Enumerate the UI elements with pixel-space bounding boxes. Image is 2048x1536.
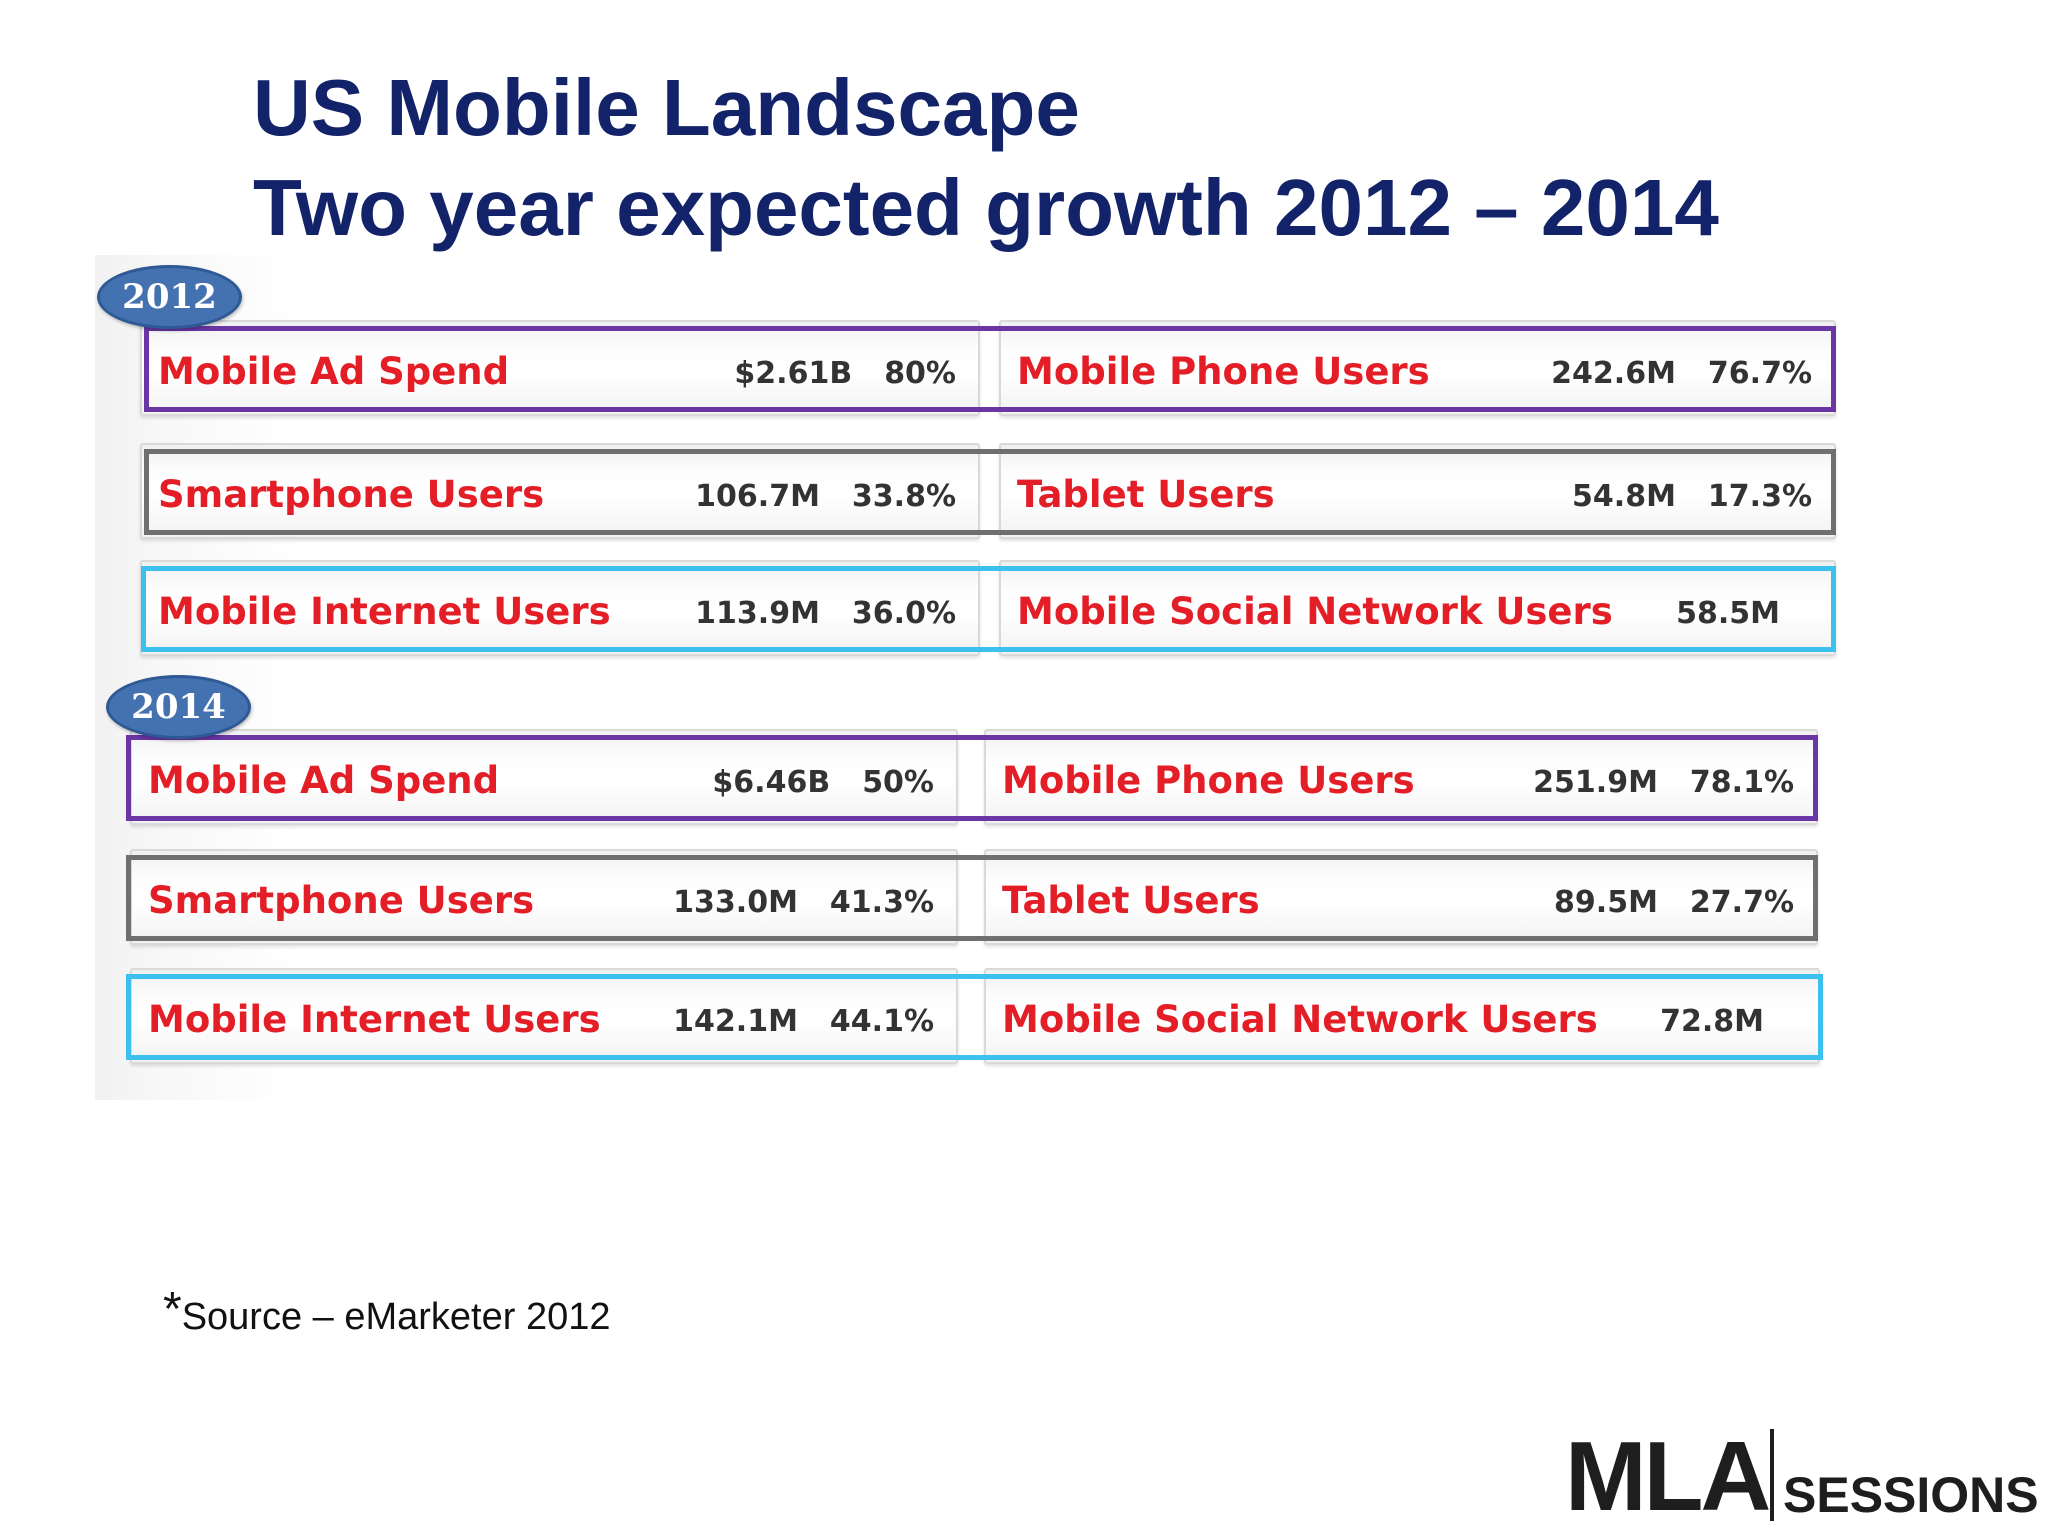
stat-label: Mobile Phone Users (1002, 759, 1415, 802)
stat-cell-smartphone-users-2014: Smartphone Users 133.0M 41.3% (130, 849, 958, 945)
stat-cell-mobile-social-network-users-2012: Mobile Social Network Users 58.5M (999, 560, 1836, 656)
stat-label: Smartphone Users (148, 879, 535, 922)
stat-percent: 76.7% (1707, 356, 1812, 391)
stat-cell-tablet-users-2012: Tablet Users 54.8M 17.3% (999, 443, 1836, 539)
stat-value: 133.0M (673, 885, 798, 920)
stat-label: Tablet Users (1017, 473, 1275, 516)
stat-label: Mobile Ad Spend (148, 759, 500, 802)
stat-cell-mobile-internet-users-2012: Mobile Internet Users 113.9M 36.0% (140, 560, 980, 656)
stat-value: 72.8M (1660, 1004, 1764, 1039)
year-badge-2014: 2014 (106, 675, 251, 739)
slide-title-line-2: Two year expected growth 2012 – 2014 (253, 163, 1719, 252)
stat-percent: 44.1% (829, 1004, 934, 1039)
stat-percent: 78.1% (1689, 765, 1794, 800)
stat-label: Mobile Social Network Users (1002, 998, 1598, 1041)
stat-percent: 17.3% (1707, 479, 1812, 514)
stat-value: $2.61B (734, 356, 853, 391)
source-asterisk: * (163, 1283, 182, 1336)
stat-value: 58.5M (1676, 596, 1780, 631)
stat-value: 251.9M (1533, 765, 1658, 800)
stat-cell-mobile-phone-users-2012: Mobile Phone Users 242.6M 76.7% (999, 320, 1836, 416)
source-text: Source – eMarketer 2012 (181, 1296, 611, 1338)
mla-sessions-logo: MLA SESSIONS (1565, 1425, 2048, 1525)
stat-label: Smartphone Users (158, 473, 545, 516)
stat-value: 106.7M (695, 479, 820, 514)
logo-sessions-text: SESSIONS (1783, 1467, 2039, 1523)
stat-value: 89.5M (1554, 885, 1658, 920)
stat-percent: 80% (884, 356, 956, 391)
stat-value: 242.6M (1551, 356, 1676, 391)
slide-title-line-1: US Mobile Landscape (253, 63, 1080, 152)
stat-cell-tablet-users-2014: Tablet Users 89.5M 27.7% (984, 849, 1818, 945)
stat-percent: 36.0% (851, 596, 956, 631)
stat-row-internet-social-2014: Mobile Internet Users 142.1M 44.1% Mobile… (126, 968, 1823, 1064)
stat-percent: 33.8% (851, 479, 956, 514)
stat-row-smartphone-tablet-2012: Smartphone Users 106.7M 33.8% Tablet User… (140, 443, 1836, 539)
stat-cell-mobile-ad-spend-2012: Mobile Ad Spend $2.61B 80% (140, 320, 980, 416)
stat-label: Tablet Users (1002, 879, 1260, 922)
stat-value: 142.1M (673, 1004, 798, 1039)
stat-cell-mobile-social-network-users-2014: Mobile Social Network Users 72.8M (984, 968, 1820, 1064)
stat-label: Mobile Ad Spend (158, 350, 510, 393)
stat-label: Mobile Internet Users (158, 590, 611, 633)
stat-percent: 41.3% (829, 885, 934, 920)
stat-percent: 27.7% (1689, 885, 1794, 920)
logo-divider (1770, 1429, 1774, 1521)
stat-value: $6.46B (712, 765, 831, 800)
stat-cell-smartphone-users-2012: Smartphone Users 106.7M 33.8% (140, 443, 980, 539)
stat-cell-mobile-phone-users-2014: Mobile Phone Users 251.9M 78.1% (984, 729, 1818, 825)
year-badge-2012: 2012 (97, 265, 242, 329)
source-note: *Source – eMarketer 2012 (163, 1282, 611, 1339)
stat-row-ad-spend-phone-users-2014: Mobile Ad Spend $6.46B 50% Mobile Phone U… (126, 729, 1818, 825)
logo-mla-text: MLA (1565, 1421, 1771, 1531)
slide-title: US Mobile Landscape Two year expected gr… (253, 58, 1719, 258)
stat-label: Mobile Social Network Users (1017, 590, 1613, 633)
stat-label: Mobile Internet Users (148, 998, 601, 1041)
stat-label: Mobile Phone Users (1017, 350, 1430, 393)
stat-value: 54.8M (1572, 479, 1676, 514)
stat-value: 113.9M (695, 596, 820, 631)
stat-row-smartphone-tablet-2014: Smartphone Users 133.0M 41.3% Tablet User… (126, 849, 1818, 945)
stat-cell-mobile-ad-spend-2014: Mobile Ad Spend $6.46B 50% (130, 729, 958, 825)
stat-percent: 50% (862, 765, 934, 800)
stat-cell-mobile-internet-users-2014: Mobile Internet Users 142.1M 44.1% (130, 968, 958, 1064)
